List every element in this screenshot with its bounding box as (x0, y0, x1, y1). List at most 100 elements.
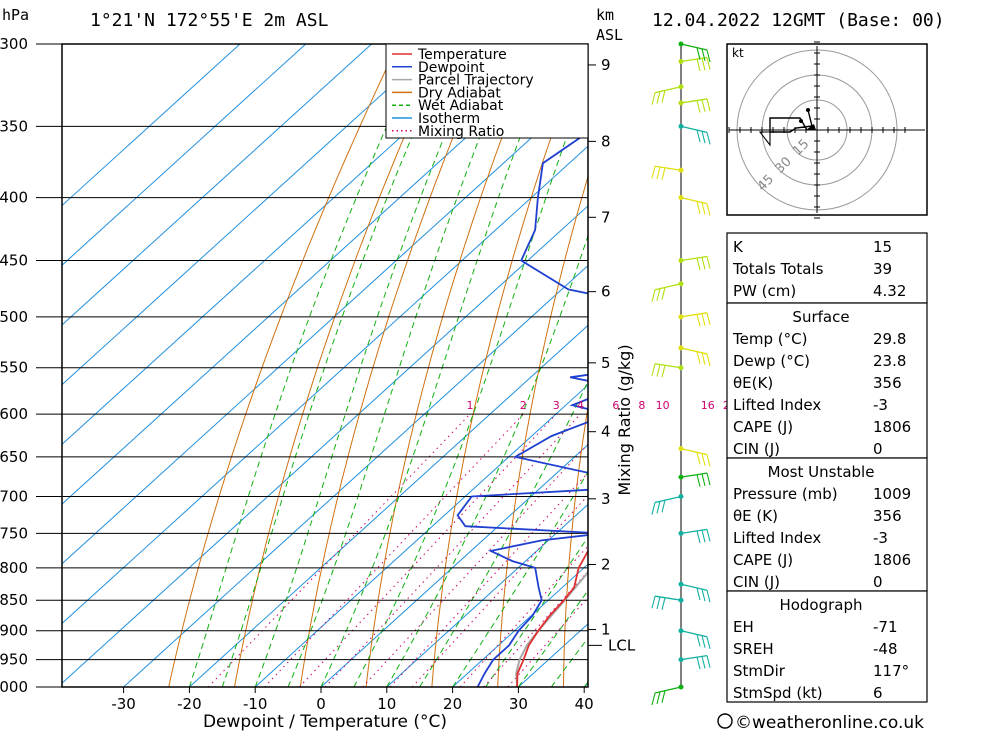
plot-frame (61, 43, 589, 688)
wind-barb (678, 581, 711, 603)
isotherm-line (62, 85, 588, 565)
index-value: 4.32 (873, 282, 906, 300)
wet-adiabat-line (320, 44, 557, 687)
plot-area (62, 44, 588, 687)
index-label: EH (733, 618, 754, 636)
mixing-ratio-label: 6 (612, 399, 619, 412)
wind-barb (678, 41, 711, 63)
wind-barb (678, 528, 711, 544)
isotherm-line (62, 145, 588, 625)
pressure-tick-label: 700 (0, 488, 28, 506)
mixing-ratio-axis-label: Mixing Ratio (g/kg) (615, 344, 634, 495)
temperature-axis: -30 -20 -10 0 10 20 30 40 (111, 687, 594, 713)
isotherm-lines (62, 44, 588, 687)
isotherm-line (62, 44, 307, 266)
isotherm-line (254, 384, 588, 687)
mixing-ratio-line (507, 596, 588, 687)
hodograph-trace (769, 109, 813, 133)
wet-adiabat-line (386, 234, 588, 687)
lcl-label: LCL (608, 636, 636, 654)
temperature-tick-label: 30 (509, 695, 528, 713)
height-tick-label: 9 (601, 56, 611, 74)
wind-barb (678, 255, 711, 271)
mixing-ratio-line (389, 471, 588, 687)
mixing-ratio-lines (207, 413, 588, 687)
wind-barb (678, 472, 711, 487)
index-label: CAPE (J) (733, 418, 793, 436)
index-value: 1806 (873, 551, 911, 569)
mixing-ratio-label: 8 (638, 399, 645, 412)
index-value: 6 (873, 684, 883, 702)
pressure-tick-label: 600 (0, 405, 28, 423)
index-value: 29.8 (873, 330, 906, 348)
height-unit-label: km (596, 6, 614, 24)
pressure-tick-label: 500 (0, 308, 28, 326)
height-unit-label-asl: ASL (596, 26, 623, 44)
isotherm-line (62, 205, 588, 684)
temperature-tick-label: 20 (443, 695, 462, 713)
height-tick-label: 8 (601, 132, 611, 150)
series-line-temperature (516, 549, 588, 687)
height-tick-label: 1 (601, 621, 611, 639)
pressure-tick-label: 1000 (0, 678, 28, 696)
wind-barb (678, 98, 711, 113)
isotherm-line (123, 264, 588, 687)
mixing-ratio-line (483, 570, 588, 687)
index-value: 15 (873, 238, 892, 256)
index-section-title: Hodograph (779, 596, 862, 614)
wet-adiabat-line (485, 536, 588, 687)
pressure-tick-label: 550 (0, 359, 28, 377)
wind-barb (651, 84, 684, 105)
wind-barb (651, 281, 684, 302)
isotherm-line (62, 44, 504, 446)
index-label: SREH (733, 640, 774, 658)
indices-table: K 15 Totals Totals 39 PW (cm) 4.32 Surface Temp… (726, 232, 928, 703)
datetime-label: 12.04.2022 12GMT (Base: 00) (652, 10, 945, 31)
mixing-ratio-line (411, 494, 588, 687)
series-line-dewpoint (456, 44, 588, 687)
wind-barb (678, 123, 711, 145)
isotherm-line (62, 44, 372, 326)
pressure-axis: 300 350 400 450 500 550 600 650 700 750 800 850 900 9… (0, 35, 62, 696)
index-value: 356 (873, 374, 902, 392)
mixing-ratio-line (299, 413, 557, 687)
series-line-parcel-trajectory (515, 570, 588, 687)
index-label: θE (K) (733, 507, 778, 525)
wind-barb-column (651, 41, 711, 706)
height-axis: 1 2 3 4 5 6 7 8 9 LCL (588, 56, 636, 654)
wind-barb (678, 628, 711, 649)
isotherm-line (62, 44, 241, 207)
index-value: 0 (873, 573, 883, 591)
index-label: Pressure (mb) (733, 485, 838, 503)
pressure-tick-label: 850 (0, 591, 28, 609)
index-value: 1806 (873, 418, 911, 436)
pressure-tick-label: 450 (0, 252, 28, 270)
legend-entry: Mixing Ratio (418, 124, 504, 140)
index-section-title: Surface (792, 308, 849, 326)
wind-barb (651, 165, 684, 180)
wind-barb (678, 56, 711, 72)
index-label: StmDir (733, 662, 786, 680)
legend-entry: Temperature (417, 47, 507, 63)
index-label: θE(K) (733, 374, 773, 392)
height-tick-label: 3 (601, 490, 611, 508)
height-tick-label: 7 (601, 208, 611, 226)
temperature-tick-label: -10 (243, 695, 268, 713)
wind-barb (651, 595, 684, 610)
wind-barb (678, 195, 711, 216)
legend-entry: Dewpoint (418, 60, 485, 76)
isotherm-line (452, 563, 588, 687)
index-value: -3 (873, 396, 888, 414)
isotherm-line (386, 503, 588, 687)
pressure-tick-label: 800 (0, 559, 28, 577)
index-value: -48 (873, 640, 898, 658)
temperature-tick-label: -20 (177, 695, 202, 713)
index-label: K (733, 238, 744, 256)
x-axis-label: Dewpoint / Temperature (°C) (203, 712, 447, 732)
legend-entry: Dry Adiabat (418, 85, 501, 101)
index-label: Totals Totals (732, 260, 824, 278)
wind-barb (678, 654, 711, 670)
wind-barb (651, 684, 684, 706)
index-value: 0 (873, 440, 883, 458)
